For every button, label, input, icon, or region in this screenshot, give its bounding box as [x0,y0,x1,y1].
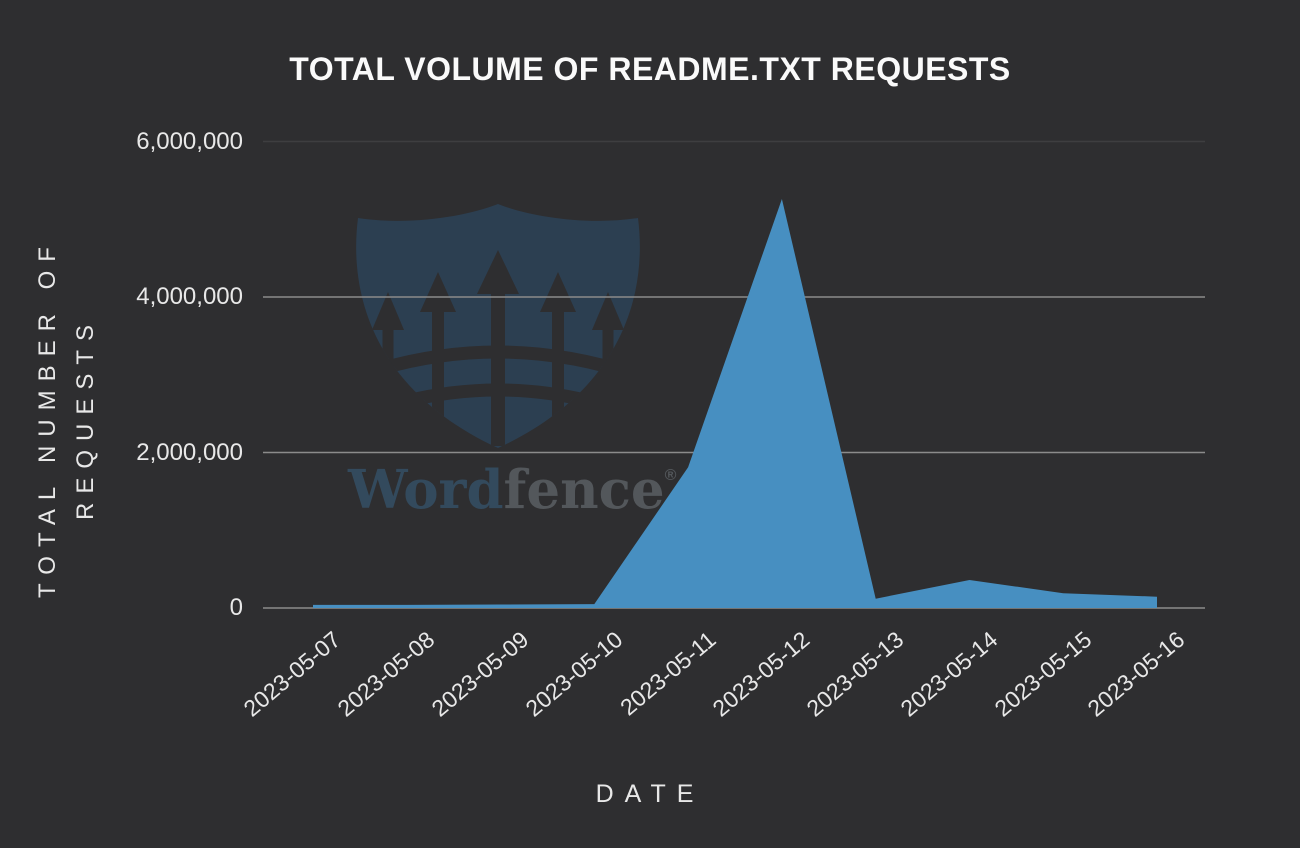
x-tick-label: 2023-05-15 [989,626,1096,722]
area-series-readme-requests [313,199,1157,608]
x-tick-label: 2023-05-10 [520,626,628,722]
wordmark-fence: fence [503,459,665,521]
x-tick-label: 2023-05-11 [615,626,721,721]
wordfence-wordmark: Wordfence® [348,449,676,517]
y-tick-label: 2,000,000 [136,438,243,466]
registered-trademark: ® [664,467,677,484]
wordmark-word: Word [348,459,504,521]
x-tick-label: 2023-05-07 [238,626,346,722]
x-tick-label: 2023-05-13 [801,626,909,722]
wordfence-watermark: Wordfence® [346,200,676,517]
y-tick-label: 6,000,000 [136,127,243,155]
y-axis-title: TOTAL NUMBER OF REQUESTS [29,238,105,598]
y-axis: 0 2,000,000 4,000,000 6,000,000 [0,0,243,848]
x-axis-title: DATE [595,780,705,808]
y-tick-label: 4,000,000 [136,283,243,310]
y-tick-label: 0 [229,594,243,621]
chart-title: TOTAL VOLUME OF README.TXT REQUESTS [289,51,1011,87]
x-tick-label: 2023-05-16 [1082,626,1190,722]
y-axis-title-line2: REQUESTS [72,315,99,521]
x-tick-label: 2023-05-12 [707,626,815,722]
wordfence-shield-icon [356,204,640,448]
x-tick-label: 2023-05-14 [895,626,1003,722]
x-tick-label: 2023-05-09 [426,626,534,722]
x-tick-label: 2023-05-08 [332,626,440,722]
y-axis-title-line1: TOTAL NUMBER OF [34,238,61,598]
